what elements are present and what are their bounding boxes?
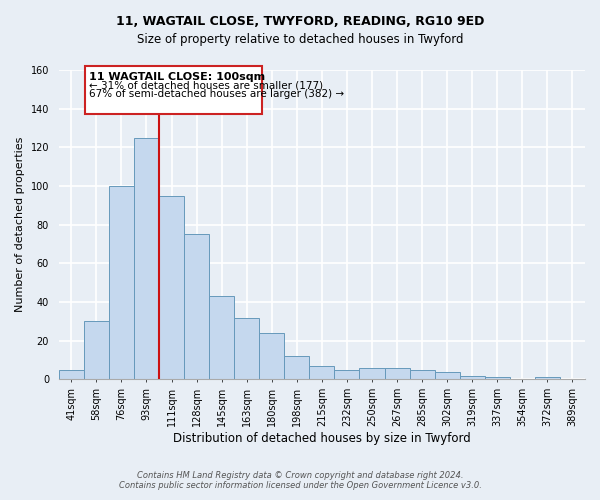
Bar: [284, 356, 310, 380]
Bar: [535, 378, 560, 380]
Bar: [359, 368, 385, 380]
Bar: [209, 296, 234, 380]
Text: Contains HM Land Registry data © Crown copyright and database right 2024.
Contai: Contains HM Land Registry data © Crown c…: [119, 470, 481, 490]
Bar: [84, 322, 109, 380]
Bar: [234, 318, 259, 380]
Text: ← 31% of detached houses are smaller (177): ← 31% of detached houses are smaller (17…: [89, 80, 323, 90]
Bar: [109, 186, 134, 380]
Bar: [460, 376, 485, 380]
Text: 11 WAGTAIL CLOSE: 100sqm: 11 WAGTAIL CLOSE: 100sqm: [89, 72, 265, 82]
Bar: [184, 234, 209, 380]
Text: 67% of semi-detached houses are larger (382) →: 67% of semi-detached houses are larger (…: [89, 89, 344, 99]
Bar: [59, 370, 84, 380]
Y-axis label: Number of detached properties: Number of detached properties: [15, 137, 25, 312]
Bar: [85, 66, 262, 114]
Bar: [410, 370, 434, 380]
Text: Size of property relative to detached houses in Twyford: Size of property relative to detached ho…: [137, 32, 463, 46]
Bar: [334, 370, 359, 380]
Bar: [259, 333, 284, 380]
Bar: [434, 372, 460, 380]
X-axis label: Distribution of detached houses by size in Twyford: Distribution of detached houses by size …: [173, 432, 471, 445]
Bar: [485, 378, 510, 380]
Bar: [310, 366, 334, 380]
Bar: [385, 368, 410, 380]
Bar: [159, 196, 184, 380]
Text: 11, WAGTAIL CLOSE, TWYFORD, READING, RG10 9ED: 11, WAGTAIL CLOSE, TWYFORD, READING, RG1…: [116, 15, 484, 28]
Bar: [134, 138, 159, 380]
